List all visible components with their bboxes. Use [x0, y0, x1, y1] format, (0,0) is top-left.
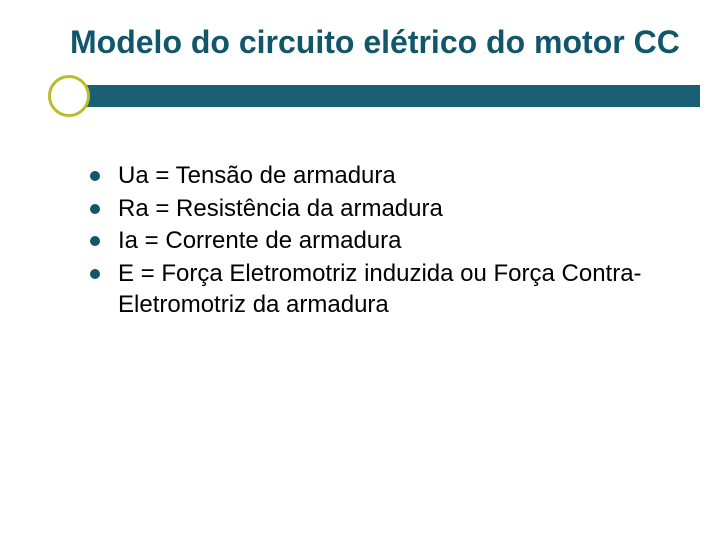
list-item: E = Força Eletromotriz induzida ou Força…: [90, 259, 680, 320]
bullet-text: E = Força Eletromotriz induzida ou Força…: [118, 260, 642, 318]
slide-title: Modelo do circuito elétrico do motor CC: [70, 24, 680, 61]
bullet-text: Ua = Tensão de armadura: [118, 162, 396, 189]
bullet-text: Ia = Corrente de armadura: [118, 227, 402, 254]
list-item: Ra = Resistência da armadura: [90, 194, 680, 225]
bullet-list: Ua = Tensão de armadura Ra = Resistência…: [90, 161, 680, 321]
bullet-text: Ra = Resistência da armadura: [118, 195, 443, 222]
list-item: Ia = Corrente de armadura: [90, 226, 680, 257]
title-rule: [60, 71, 680, 115]
title-bar: [70, 85, 700, 107]
list-item: Ua = Tensão de armadura: [90, 161, 680, 192]
title-ring-icon: [48, 75, 90, 117]
slide: Modelo do circuito elétrico do motor CC …: [0, 0, 720, 540]
